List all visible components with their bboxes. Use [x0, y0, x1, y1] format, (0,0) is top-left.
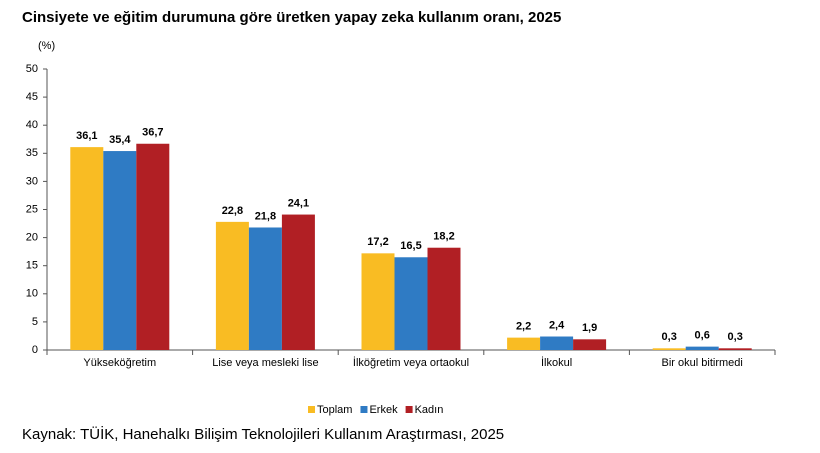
bar — [540, 336, 574, 350]
bar — [281, 214, 315, 350]
value-label: 0,6 — [695, 330, 710, 342]
y-tick-label: 5 — [32, 316, 38, 328]
legend-swatch — [308, 406, 315, 413]
source: Kaynak: TÜİK, Hanehalkı Bilişim Teknoloj… — [22, 425, 504, 443]
value-label: 0,3 — [728, 331, 743, 343]
x-tick-label: Lise veya mesleki lise — [212, 357, 318, 369]
y-tick-label: 40 — [26, 119, 38, 131]
value-label: 2,2 — [516, 321, 531, 333]
legend-swatch — [405, 406, 413, 413]
value-label: 17,2 — [367, 236, 388, 248]
y-tick-label: 0 — [32, 344, 38, 356]
x-tick-label: Yükseköğretim — [83, 357, 156, 369]
value-label: 35,4 — [109, 134, 131, 146]
bar — [652, 348, 686, 350]
y-tick-label: 20 — [26, 232, 38, 244]
value-label: 36,7 — [142, 127, 163, 139]
value-label: 1,9 — [582, 322, 597, 334]
bar — [427, 247, 461, 350]
value-label: 24,1 — [288, 197, 309, 209]
bar — [361, 253, 395, 350]
chart-title: Cinsiyete ve eğitim durumuna göre üretke… — [22, 9, 561, 26]
y-tick-label: 15 — [26, 260, 38, 272]
value-label: 18,2 — [433, 231, 454, 243]
y-tick-label: 10 — [26, 288, 38, 300]
bar — [136, 143, 170, 350]
legend-label: Kadın — [415, 404, 444, 416]
legend-swatch — [360, 406, 368, 413]
x-tick-label: İlköğretim veya ortaokul — [353, 356, 469, 369]
legend-label: Erkek — [369, 404, 398, 416]
bar — [70, 147, 104, 350]
y-tick-label: 50 — [26, 63, 38, 75]
bar — [248, 227, 282, 350]
bar — [394, 257, 428, 350]
bar — [103, 151, 137, 350]
y-tick-label: 30 — [26, 175, 38, 187]
y-tick-label: 45 — [26, 91, 38, 103]
value-label: 36,1 — [76, 130, 97, 142]
bar — [215, 221, 249, 350]
bar — [718, 348, 752, 350]
value-label: 2,4 — [549, 319, 565, 331]
bar — [507, 337, 541, 350]
x-tick-label: Bir okul bitirmedi — [662, 357, 743, 369]
value-label: 0,3 — [662, 331, 677, 343]
y-axis-label: (%) — [38, 40, 55, 52]
legend-label: Toplam — [317, 404, 352, 416]
x-tick-label: İlkokul — [541, 356, 572, 369]
bar — [573, 339, 607, 350]
y-tick-label: 25 — [26, 203, 38, 215]
value-label: 21,8 — [255, 210, 276, 222]
bar — [685, 346, 719, 350]
value-label: 16,5 — [400, 240, 421, 252]
value-label: 22,8 — [222, 205, 243, 217]
y-tick-label: 35 — [26, 147, 38, 159]
